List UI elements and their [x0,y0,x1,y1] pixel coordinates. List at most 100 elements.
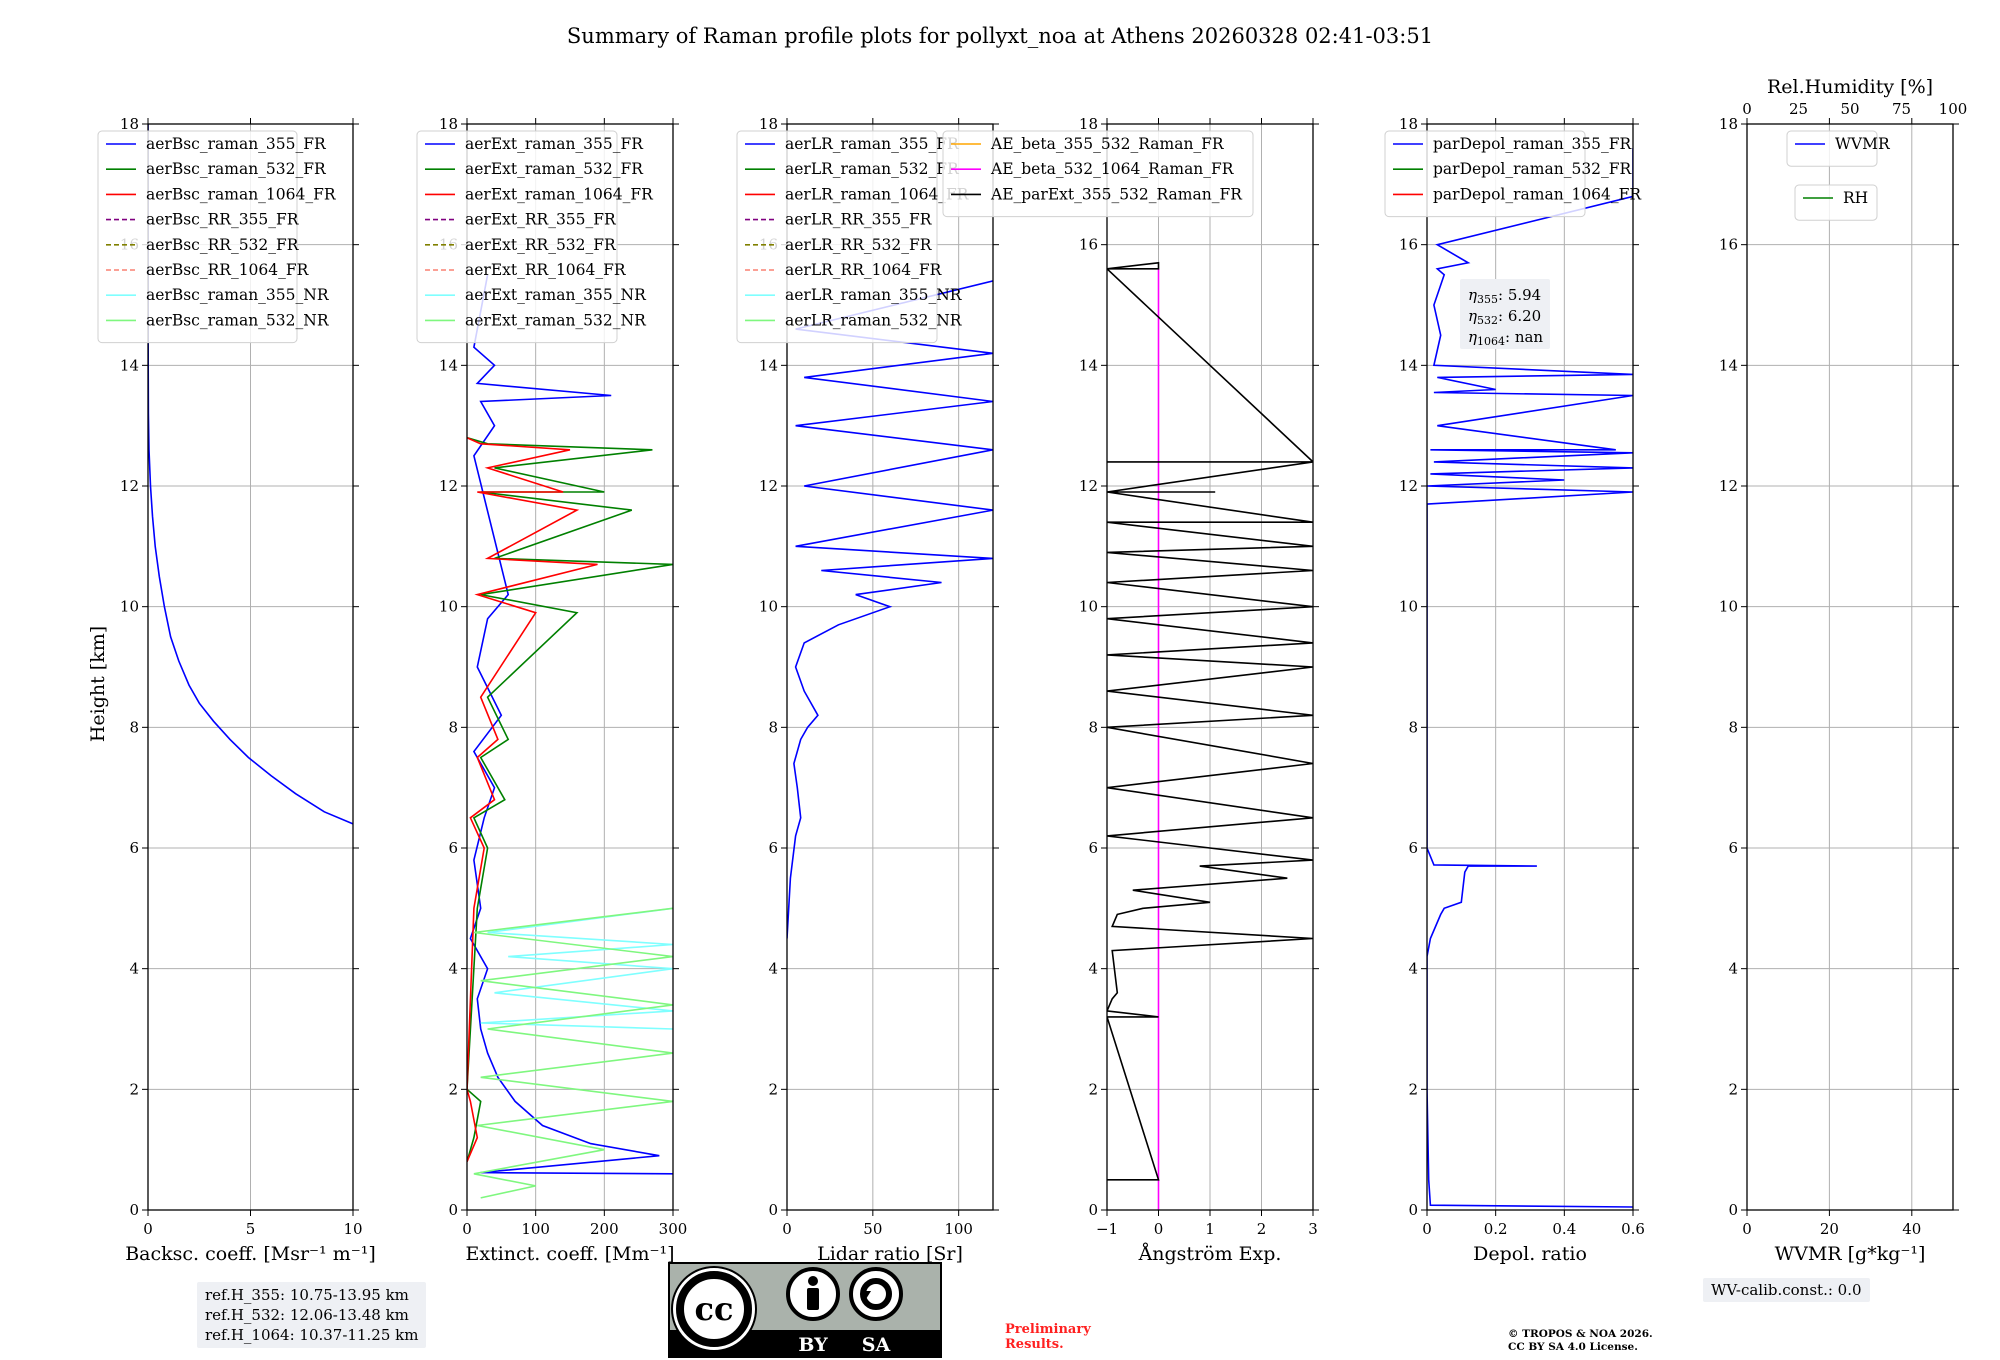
legend-label-aerExt_RR_1064_FR: aerExt_RR_1064_FR [465,261,627,279]
x-tick-label-depol: 0.2 [1484,1220,1508,1238]
panel-lidar_ratio: 050100024681012141618Lidar ratio [Sr]aer… [736,115,999,1265]
x-tick-label-angstrom: 2 [1257,1220,1267,1238]
y-tick-label-depol: 6 [1408,839,1418,857]
y-tick-label-depol: 2 [1408,1080,1418,1098]
y-tick-label-wvmr: 10 [1719,598,1738,616]
y-tick-label-angstrom: 2 [1088,1080,1098,1098]
y-tick-label-backscatter: 14 [120,356,139,374]
y-tick-label-lidar_ratio: 10 [759,598,778,616]
legend-label-aerLR_RR_1064_FR: aerLR_RR_1064_FR [785,261,943,279]
preliminary-note: Preliminary Results. [1005,1322,1125,1352]
legend-label-aerExt_raman_355_FR: aerExt_raman_355_FR [465,135,644,153]
copyright-note: © TROPOS & NOA 2026. CC BY SA 4.0 Licens… [1508,1328,1653,1354]
eta-line-1: η532: 6.20 [1468,307,1541,327]
y-tick-label-backscatter: 10 [120,598,139,616]
x-tick-label-backscatter: 5 [246,1220,256,1238]
y-tick-label-lidar_ratio: 18 [759,115,778,133]
preliminary-line-1: Preliminary [1005,1322,1091,1337]
x-axis-label-wvmr: WVMR [g*kg⁻¹] [1775,1243,1926,1265]
cc-by-sa-logo: cc BY SA [668,1262,942,1358]
eta-annotation-box [1460,279,1550,349]
wv-calib-text: WV-calib.const.: 0.0 [1711,1281,1862,1299]
legend-label-AE_beta_355_532_Raman_FR: AE_beta_355_532_Raman_FR [990,135,1225,153]
legend-label-aerLR_raman_1064_FR: aerLR_raman_1064_FR [785,185,970,203]
series-line-aerExt_raman_532_FR [467,436,673,1162]
legend-label-aerExt_raman_532_NR: aerExt_raman_532_NR [465,311,647,329]
legend-label-aerBsc_raman_532_NR: aerBsc_raman_532_NR [146,311,330,329]
y-tick-label-wvmr: 6 [1728,839,1738,857]
x-tick-label-backscatter: 0 [143,1220,153,1238]
legend-label-aerBsc_raman_532_FR: aerBsc_raman_532_FR [146,160,327,178]
y-tick-label-lidar_ratio: 2 [768,1080,778,1098]
y-tick-label-depol: 10 [1399,598,1418,616]
series-line-aerExt_raman_355_FR [469,274,673,1175]
copyright-line-1: © TROPOS & NOA 2026. [1508,1328,1653,1340]
y-tick-label-backscatter: 6 [129,839,139,857]
legend-extinction: aerExt_raman_355_FR aerExt_raman_532_FRae… [416,130,654,344]
x-tick-label-lidar_ratio: 100 [944,1220,973,1238]
y-tick-label-wvmr: 2 [1728,1080,1738,1098]
legend2-wvmr: RH [1794,184,1878,221]
panel-depol: 0 0.2 0.4 0.6 0 2 4 6 8 10 12 14 16 18 Depol. ratio par… [1384,115,1645,1265]
y-tick-label-extinction: 4 [448,960,458,978]
x2-tick-label-wvmr: 75 [1892,100,1911,118]
legend-label-aerLR_RR_532_FR: aerLR_RR_532_FR [785,236,933,254]
legend-label-aerBsc_RR_532_FR: aerBsc_RR_532_FR [146,236,300,254]
legend-label-aerLR_RR_355_FR: aerLR_RR_355_FR [785,211,933,229]
y-tick-label-wvmr: 14 [1719,356,1738,374]
legend-label-aerExt_raman_532_FR: aerExt_raman_532_FR [465,160,644,178]
y-tick-label-depol: 8 [1408,718,1418,736]
y-tick-label-depol: 12 [1399,477,1418,495]
y-tick-label-angstrom: 16 [1079,236,1098,254]
legend-backscatter: aerBsc_raman_355_FR aerBsc_raman_532_FRae… [97,130,337,344]
legend-extinction-frame [416,130,618,344]
y-tick-label-lidar_ratio: 14 [759,356,778,374]
legend-label-parDepol_raman_532_FR: parDepol_raman_532_FR [1433,160,1633,178]
panels: 0510024681012141618Backsc. coeff. [Msr⁻¹… [97,76,1968,1265]
frame-extinction [466,123,674,1211]
legend-label-aerLR_raman_532_NR: aerLR_raman_532_NR [785,311,963,329]
frame-wvmr [1746,123,1954,1211]
y-tick-label-backscatter: 18 [120,115,139,133]
y-tick-label-wvmr: 18 [1719,115,1738,133]
eta-line-2: η1064: nan [1468,328,1543,348]
x-axis-label-extinction: Extinct. coeff. [Mm⁻¹] [465,1243,674,1265]
legend-label-parDepol_raman_1064_FR: parDepol_raman_1064_FR [1433,185,1642,203]
x-tick-label-angstrom: 3 [1308,1220,1318,1238]
copyright-line-2: CC BY SA 4.0 License. [1508,1341,1638,1353]
legend-label-aerLR_raman_355_FR: aerLR_raman_355_FR [785,135,960,153]
y-tick-label-depol: 0 [1408,1201,1418,1219]
panel-extinction: 0100200300024681012141618Extinct. coeff.… [416,115,687,1265]
x-tick-label-depol: 0.4 [1552,1220,1576,1238]
y-tick-label-angstrom: 8 [1088,718,1098,736]
x-tick-label-lidar_ratio: 50 [863,1220,882,1238]
y-tick-label-wvmr: 8 [1728,718,1738,736]
x-tick-label-depol: 0.6 [1621,1220,1645,1238]
series-group-depol [1427,148,1633,1208]
y-tick-label-backscatter: 2 [129,1080,139,1098]
legend-wvmr: WVMR [1786,130,1891,167]
legend-label-aerExt_RR_355_FR: aerExt_RR_355_FR [465,211,617,229]
x-axis-label-depol: Depol. ratio [1473,1243,1587,1265]
legend-label-aerBsc_RR_355_FR: aerBsc_RR_355_FR [146,211,300,229]
x2-tick-label-wvmr: 100 [1939,100,1968,118]
y-tick-label-lidar_ratio: 6 [768,839,778,857]
x-tick-label-lidar_ratio: 0 [782,1220,792,1238]
y-tick-label-extinction: 8 [448,718,458,736]
ref-h-532: ref.H_532: 12.06-13.48 km [205,1306,409,1324]
y-tick-label-wvmr: 12 [1719,477,1738,495]
y-tick-label-wvmr: 4 [1728,960,1738,978]
legend-label-aerBsc_raman_355_FR: aerBsc_raman_355_FR [146,135,327,153]
sa-label: SA [862,1334,891,1356]
cc-letters: cc [695,1290,734,1328]
y-tick-label-lidar_ratio: 12 [759,477,778,495]
y-tick-label-wvmr: 16 [1719,236,1738,254]
legend-label-aerBsc_raman_355_NR: aerBsc_raman_355_NR [146,286,330,304]
y-tick-label-angstrom: 12 [1079,477,1098,495]
x-tick-label-angstrom: 0 [1154,1220,1164,1238]
y-tick-label-lidar_ratio: 4 [768,960,778,978]
x-tick-label-angstrom: −1 [1096,1220,1118,1238]
series-group-lidar_ratio [787,280,993,939]
